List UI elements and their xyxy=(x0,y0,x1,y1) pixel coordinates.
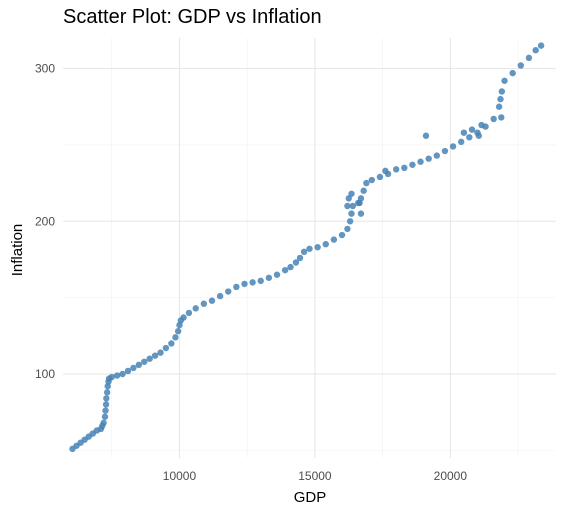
data-point xyxy=(306,245,313,252)
data-point xyxy=(433,152,441,159)
y-axis-ticks: 100 200 300 xyxy=(35,62,55,381)
data-point xyxy=(409,161,416,168)
data-point xyxy=(537,42,545,49)
data-point xyxy=(103,395,110,402)
data-point xyxy=(532,47,539,54)
data-point xyxy=(392,166,400,173)
data-point xyxy=(108,373,115,381)
data-point xyxy=(162,344,170,352)
data-point xyxy=(441,147,449,155)
data-point xyxy=(257,277,264,285)
x-tick-label: 15000 xyxy=(298,469,332,483)
data-point xyxy=(348,190,355,197)
data-point xyxy=(344,202,351,210)
data-point xyxy=(146,355,153,362)
x-tick-label: 10000 xyxy=(163,469,197,483)
data-point xyxy=(233,283,240,291)
data-point xyxy=(517,62,524,69)
data-point xyxy=(368,176,376,184)
data-point xyxy=(346,218,354,225)
data-point xyxy=(344,225,351,233)
data-points xyxy=(69,42,545,453)
data-point xyxy=(225,288,232,295)
data-point xyxy=(501,77,508,84)
data-point xyxy=(208,297,216,304)
data-point xyxy=(172,334,179,341)
data-point xyxy=(382,167,389,175)
data-point xyxy=(498,88,506,95)
data-point xyxy=(216,292,224,300)
data-point xyxy=(103,389,111,396)
data-point xyxy=(141,358,148,365)
data-point xyxy=(296,254,304,262)
data-point xyxy=(185,309,193,317)
y-tick-label: 100 xyxy=(35,367,55,381)
data-point xyxy=(113,372,121,379)
data-point xyxy=(490,115,497,123)
data-point xyxy=(497,95,504,103)
data-point xyxy=(119,370,126,378)
data-point xyxy=(101,413,109,420)
data-point xyxy=(363,179,370,187)
x-tick-label: 20000 xyxy=(434,469,468,483)
y-axis-title: Inflation xyxy=(9,224,26,277)
data-point xyxy=(273,271,281,278)
data-point xyxy=(102,401,110,408)
data-point xyxy=(135,361,143,369)
data-point xyxy=(241,280,248,288)
data-point xyxy=(475,132,482,139)
y-tick-label: 300 xyxy=(35,62,55,76)
data-point xyxy=(338,231,346,239)
data-point xyxy=(180,314,187,321)
chart-title: Scatter Plot: GDP vs Inflation xyxy=(63,6,322,28)
data-point xyxy=(360,187,367,194)
data-point xyxy=(356,199,363,207)
data-point xyxy=(509,69,516,77)
data-point xyxy=(422,132,430,139)
data-point xyxy=(478,121,485,129)
y-tick-label: 200 xyxy=(35,214,55,228)
data-point xyxy=(200,300,208,307)
data-point xyxy=(322,240,329,248)
data-point xyxy=(174,328,182,335)
data-point xyxy=(498,114,505,121)
data-point xyxy=(376,173,384,181)
x-axis-ticks: 10000 15000 20000 xyxy=(163,469,468,483)
data-point xyxy=(151,352,159,359)
data-point xyxy=(425,155,432,162)
data-point xyxy=(449,143,457,150)
data-point xyxy=(495,103,503,110)
data-point xyxy=(124,367,132,375)
data-point xyxy=(357,210,365,217)
data-point xyxy=(417,158,424,165)
data-point xyxy=(168,340,175,347)
data-point xyxy=(457,138,465,146)
data-point xyxy=(300,248,308,256)
x-axis-title: GDP xyxy=(294,489,327,506)
data-point xyxy=(287,263,294,271)
data-point xyxy=(525,54,533,62)
data-point xyxy=(330,236,338,243)
data-point xyxy=(348,210,355,217)
data-point xyxy=(401,164,408,172)
data-point xyxy=(130,364,137,372)
data-point xyxy=(349,202,357,210)
data-point xyxy=(281,266,289,274)
data-point xyxy=(466,134,473,141)
data-point xyxy=(292,259,300,266)
data-point xyxy=(192,305,199,312)
data-point xyxy=(100,419,107,427)
data-point xyxy=(157,349,164,356)
data-point xyxy=(460,129,468,136)
data-point xyxy=(249,279,256,286)
data-point xyxy=(314,244,321,251)
data-point xyxy=(102,407,109,414)
data-point xyxy=(468,126,476,133)
data-point xyxy=(265,274,273,281)
